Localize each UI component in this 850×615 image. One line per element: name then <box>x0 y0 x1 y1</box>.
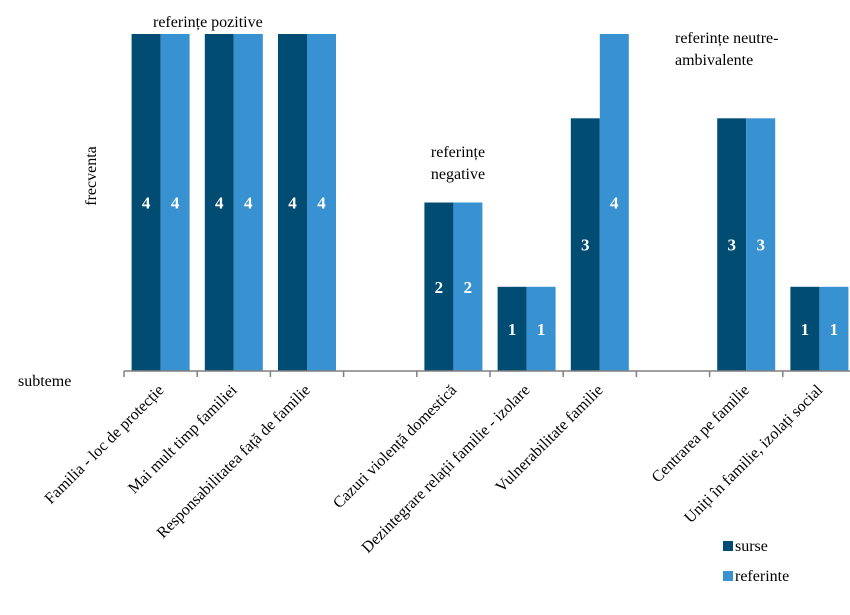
x-tick-label: Uniți în familie, izolați social <box>681 381 826 526</box>
bar-referinte-1 <box>233 34 263 371</box>
bar-surse-6 <box>570 118 600 372</box>
bar-labels-layer: 4 4 4 4 4 4 2 2 1 1 3 4 3 3 1 1 <box>142 194 838 339</box>
legend-label-surse: surse <box>735 538 768 555</box>
bar-value-label: 3 <box>727 236 736 255</box>
y-axis-label: frecventa <box>83 146 100 206</box>
legend: surse referinte <box>723 538 789 585</box>
bar-value-label: 1 <box>537 320 546 339</box>
bar-value-label: 2 <box>464 278 473 297</box>
legend-label-referinte: referinte <box>735 568 789 585</box>
bar-referinte-8 <box>746 118 776 372</box>
bar-value-label: 4 <box>171 194 180 213</box>
bars-layer <box>131 34 849 372</box>
bar-surse-1 <box>204 34 234 371</box>
bar-value-label: 4 <box>244 194 253 213</box>
bar-value-label: 1 <box>830 320 839 339</box>
group-label: referințe neutre-ambivalente <box>675 30 778 69</box>
legend-swatch-surse <box>723 541 733 551</box>
bar-surse-5 <box>497 286 527 372</box>
bar-referinte-5 <box>526 286 556 372</box>
group-label: referințe pozitive <box>153 14 263 31</box>
legend-swatch-referinte <box>723 571 733 581</box>
x-ticks-layer <box>123 371 784 377</box>
bar-surse-9 <box>790 286 820 372</box>
bar-surse-4 <box>424 202 454 371</box>
bar-surse-2 <box>278 34 307 371</box>
bar-value-label: 3 <box>581 236 590 255</box>
bar-surse-0 <box>131 34 161 371</box>
bar-value-label: 4 <box>142 194 151 213</box>
x-axis-label: subteme <box>18 373 71 390</box>
x-tick-label: Cazuri violență domestică <box>330 382 460 512</box>
bar-value-label: 3 <box>756 236 765 255</box>
bar-value-label: 1 <box>801 320 810 339</box>
bar-referinte-6 <box>599 34 629 371</box>
bar-referinte-9 <box>819 286 849 372</box>
bar-value-label: 1 <box>508 320 517 339</box>
bar-value-label: 4 <box>317 194 326 213</box>
bar-value-label: 2 <box>435 278 444 297</box>
bar-value-label: 4 <box>215 194 224 213</box>
x-tick-label: Familia - loc de protecție <box>42 382 168 508</box>
x-tick-label: Responsabilitatea față de familie <box>154 382 314 542</box>
bar-value-label: 4 <box>288 194 297 213</box>
bar-referinte-2 <box>307 34 336 371</box>
bar-value-label: 4 <box>610 194 619 213</box>
bar-referinte-4 <box>453 202 483 371</box>
bar-surse-8 <box>717 118 747 372</box>
bar-referinte-0 <box>160 34 190 371</box>
group-label: referințe negative <box>431 144 485 183</box>
group-labels-layer: referințe pozitive referințe negative refer… <box>153 14 778 183</box>
